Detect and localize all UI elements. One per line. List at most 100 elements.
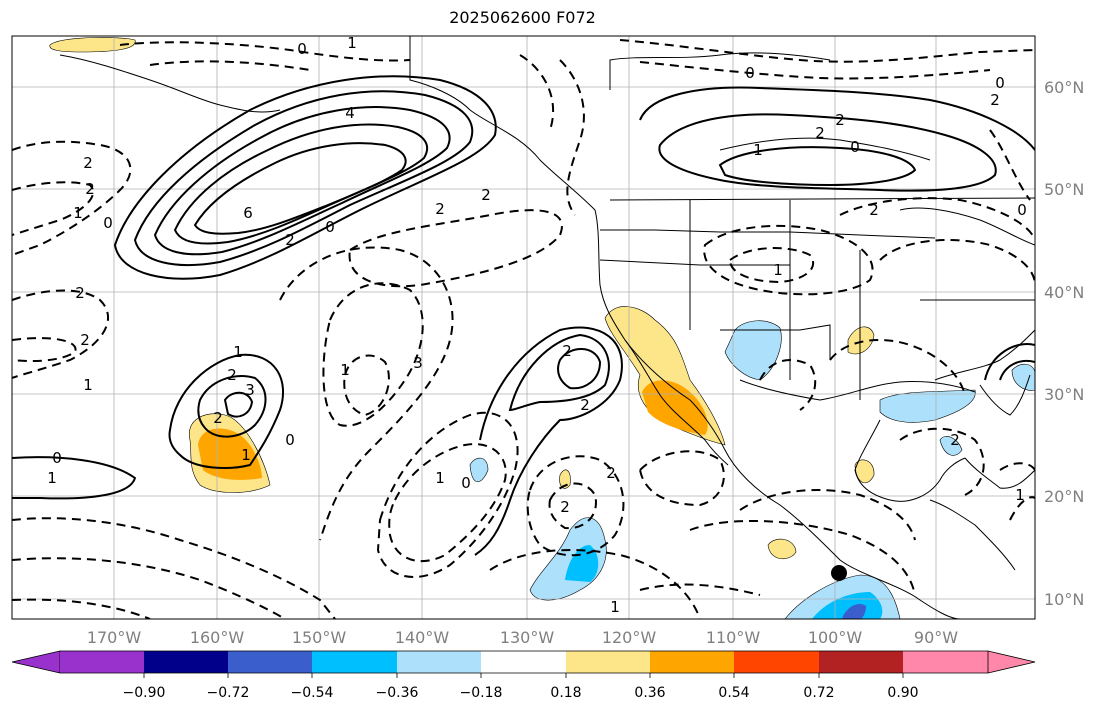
negative-contours bbox=[12, 39, 1035, 619]
colorbar-tick: −0.18 bbox=[460, 685, 503, 701]
latitude-labels: 60°N 50°N 40°N 30°N 20°N 10°N bbox=[1044, 78, 1084, 609]
contour-label: 2 bbox=[562, 342, 572, 360]
contour-label: 0 bbox=[103, 214, 113, 232]
map-title: 2025062600 F072 bbox=[449, 8, 596, 27]
colorbar-tick: −0.54 bbox=[291, 685, 334, 701]
contour-label-group: 0 1 1 3 2 2 1 6 4 2 0 2 2 2 1 0 2 2 0 2 … bbox=[47, 34, 1027, 616]
contour-label: 0 bbox=[285, 431, 295, 449]
colorbar-segment bbox=[650, 651, 734, 673]
lon-label: 140°W bbox=[395, 628, 450, 647]
contour-label: 1 bbox=[435, 469, 445, 487]
contour-label: 2 bbox=[85, 180, 95, 198]
lon-label: 120°W bbox=[602, 628, 657, 647]
colorbar-tick: −0.90 bbox=[123, 685, 166, 701]
contour-label: 6 bbox=[243, 204, 253, 222]
colorbar-under-extend bbox=[11, 650, 61, 674]
contour-label: 1 bbox=[233, 343, 243, 361]
contour-label: 2 bbox=[435, 200, 445, 218]
cool-core-pacific bbox=[565, 545, 599, 582]
lon-label: 100°W bbox=[808, 628, 863, 647]
colorbar-tick: 0.54 bbox=[718, 685, 749, 701]
map-frame bbox=[11, 35, 1036, 620]
lat-label: 40°N bbox=[1044, 283, 1084, 302]
colorbar-segment bbox=[228, 651, 312, 673]
colorbar-tick: −0.72 bbox=[207, 685, 250, 701]
contour-label: 2 bbox=[815, 124, 825, 142]
colorbar-over-extend bbox=[987, 650, 1036, 674]
contour-label: 0 bbox=[745, 64, 755, 82]
contour-label: 2 bbox=[606, 464, 616, 482]
contour-label: 2 bbox=[560, 498, 570, 516]
contour-label: 1 bbox=[1015, 486, 1025, 504]
cool-patch-gulf-small bbox=[939, 436, 963, 456]
contour-label: 3 bbox=[245, 381, 255, 399]
lon-label: 110°W bbox=[706, 628, 761, 647]
colorbar-segment bbox=[144, 651, 228, 673]
cool-patch-fl bbox=[1011, 363, 1035, 391]
contour-label: 0 bbox=[52, 449, 62, 467]
colorbar-tick-marks bbox=[143, 673, 904, 678]
lon-label: 150°W bbox=[292, 628, 347, 647]
contour-label: 0 bbox=[325, 218, 335, 236]
contour-label: 1 bbox=[241, 446, 251, 464]
contour-label: 1 bbox=[340, 361, 350, 379]
contour-label: 0 bbox=[1017, 201, 1027, 219]
contour-label: 1 bbox=[83, 376, 93, 394]
lat-label: 60°N bbox=[1044, 78, 1084, 97]
colorbar-segment bbox=[481, 651, 566, 673]
contour-label: 2 bbox=[75, 284, 85, 302]
lat-label: 10°N bbox=[1044, 590, 1084, 609]
colorbar-segment bbox=[734, 651, 819, 673]
contour-label: 3 bbox=[413, 354, 423, 372]
contour-label: 2 bbox=[227, 366, 237, 384]
cool-patch-gulf bbox=[879, 389, 976, 423]
contour-label: 1 bbox=[347, 34, 357, 52]
warm-patch-gulf bbox=[847, 326, 875, 355]
cool-deep-epac bbox=[842, 603, 866, 619]
contour-label: 2 bbox=[990, 91, 1000, 109]
contour-label: 0 bbox=[297, 40, 307, 58]
colorbar-segment bbox=[397, 651, 481, 673]
colorbar-tick: 0.72 bbox=[803, 685, 834, 701]
contour-label: 1 bbox=[610, 598, 620, 616]
storm-center-dot bbox=[831, 565, 847, 581]
lon-label: 90°W bbox=[914, 628, 958, 647]
lat-label: 50°N bbox=[1044, 180, 1084, 199]
colorbar-tick: −0.36 bbox=[376, 685, 419, 701]
longitude-labels: 170°W 160°W 150°W 140°W 130°W 120°W 110°… bbox=[87, 628, 958, 647]
colorbar-segment bbox=[903, 651, 988, 673]
contour-label: 2 bbox=[835, 111, 845, 129]
colorbar-segment bbox=[60, 651, 144, 673]
contour-label: 2 bbox=[869, 201, 879, 219]
contour-label: 1 bbox=[773, 261, 783, 279]
contour-label: 0 bbox=[850, 138, 860, 156]
positive-contours bbox=[12, 75, 1035, 556]
warm-patch-mex bbox=[854, 459, 875, 484]
lon-label: 170°W bbox=[87, 628, 142, 647]
lon-label: 130°W bbox=[500, 628, 555, 647]
cool-patch-southwest bbox=[724, 320, 782, 381]
cool-patch-small bbox=[469, 457, 489, 483]
contour-label: 1 bbox=[753, 141, 763, 159]
coastlines bbox=[59, 36, 1035, 619]
colorbar: −0.90 −0.72 −0.54 −0.36 −0.18 0.18 0.36 … bbox=[11, 650, 1036, 701]
contour-label: 2 bbox=[285, 231, 295, 249]
contour-label: 2 bbox=[950, 431, 960, 449]
colorbar-tick: 0.18 bbox=[550, 685, 581, 701]
lat-label: 20°N bbox=[1044, 487, 1084, 506]
colorbar-tick: 0.90 bbox=[887, 685, 918, 701]
colorbar-segment bbox=[312, 651, 397, 673]
contour-label: 2 bbox=[83, 154, 93, 172]
colorbar-segment bbox=[566, 651, 650, 673]
colorbar-tick: 0.36 bbox=[634, 685, 665, 701]
contour-label: 4 bbox=[345, 104, 355, 122]
warm-patch-small bbox=[559, 469, 571, 489]
lon-label: 160°W bbox=[190, 628, 245, 647]
warm-patch-pacific bbox=[767, 538, 797, 559]
contour-label: 0 bbox=[461, 474, 471, 492]
map-area bbox=[12, 36, 1035, 619]
lat-label: 30°N bbox=[1044, 385, 1084, 404]
contour-label: 2 bbox=[80, 331, 90, 349]
contour-label: 1 bbox=[47, 469, 57, 487]
